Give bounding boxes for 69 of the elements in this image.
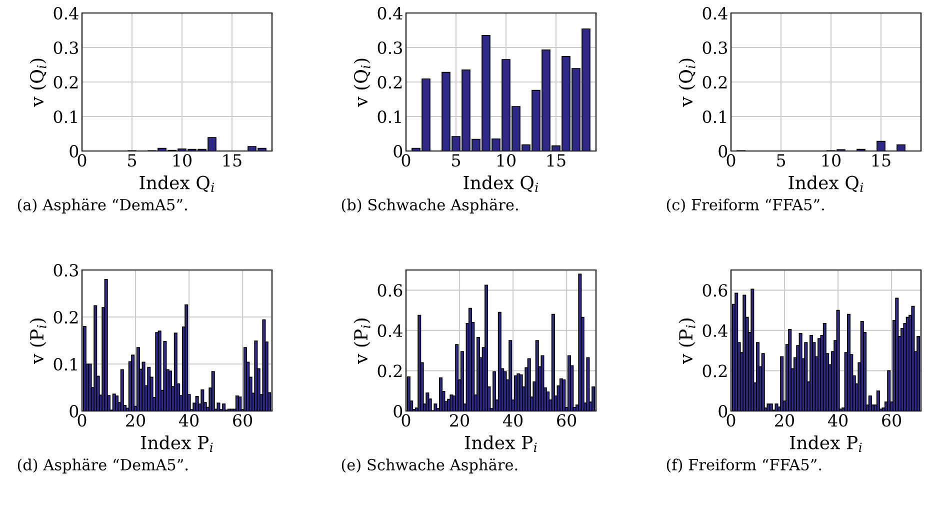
y-axis-title: v (P$_{i}$)	[678, 318, 696, 364]
y-axis-title: v (P$_{i}$)	[354, 318, 370, 364]
y-tick-label: 0.4	[378, 6, 402, 20]
text: (f) Freiform “FFA5”.	[666, 458, 822, 473]
y-tick-label: 0.4	[54, 6, 78, 20]
x-axis-title: Index P$_{i}$	[141, 435, 213, 452]
y-tick-label: 0.4	[378, 324, 402, 337]
x-tick-label: 20	[126, 414, 146, 427]
x-tick-label: 15	[223, 154, 242, 167]
x-axis-title: Index Q$_{i}$	[140, 175, 214, 192]
y-tick-label: 0.3	[702, 41, 727, 54]
x-tick-label: 60	[882, 414, 902, 427]
x-tick-label: 10	[497, 154, 516, 167]
x-axis-title: Index Q$_{i}$	[788, 175, 864, 192]
x-axis-title: Index P$_{i}$	[465, 435, 537, 452]
x-tick-label: 20	[450, 414, 470, 427]
y-tick-label: 0	[70, 144, 78, 158]
x-tick-label: 15	[872, 154, 890, 167]
x-tick-label: 0	[402, 154, 410, 167]
x-tick-label: 60	[557, 414, 576, 427]
text: (d) Asphäre “DemA5”.	[18, 458, 188, 474]
x-tick-label: 40	[502, 414, 523, 427]
y-axis-title: v (Q$_{i}$)	[30, 58, 46, 107]
text: (b) Schwache Asphäre.	[342, 198, 518, 214]
y-tick-label: 0.2	[702, 364, 727, 378]
x-tick-label: 60	[233, 414, 252, 427]
y-tick-label: 0.4	[702, 6, 728, 20]
y-tick-label: 0.2	[702, 76, 727, 89]
y-tick-label: 0.2	[378, 76, 402, 89]
y-tick-label: 0.1	[54, 110, 77, 124]
x-tick-label: 5	[452, 154, 460, 167]
text: (a) Asphäre “DemA5”.	[18, 198, 187, 214]
y-axis-title: v (Q$_{i}$)	[354, 58, 370, 107]
x-tick-label: 5	[128, 154, 136, 167]
y-tick-label: 0.2	[54, 310, 78, 324]
x-axis-title: Index Q$_{i}$	[464, 175, 538, 192]
y-tick-label: 0.3	[54, 264, 78, 277]
x-tick-label: 0	[402, 414, 410, 427]
y-tick-label: 0.4	[702, 324, 728, 337]
x-axis-title: Index P$_{i}$	[790, 435, 862, 452]
y-axis-title: v (Q$_{i}$)	[678, 58, 696, 107]
y-tick-label: 0.3	[54, 41, 78, 54]
y-tick-label: 0.3	[378, 41, 402, 54]
x-tick-label: 5	[777, 154, 786, 167]
y-tick-label: 0	[394, 144, 402, 158]
x-tick-label: 10	[822, 154, 840, 167]
x-tick-label: 0	[726, 414, 736, 427]
x-tick-label: 10	[173, 154, 192, 167]
y-tick-label: 0.1	[702, 110, 726, 124]
x-tick-label: 40	[828, 414, 848, 427]
x-tick-label: 0	[726, 154, 736, 167]
y-axis-title: v (P$_{i}$)	[30, 318, 46, 364]
x-tick-label: 40	[178, 414, 199, 427]
y-tick-label: 0.6	[378, 284, 402, 297]
y-tick-label: 0.6	[702, 284, 728, 297]
text: (c) Freiform “FFA5”.	[666, 198, 824, 213]
y-tick-label: 0.2	[54, 76, 78, 89]
text: (e) Schwache Asphäre.	[342, 458, 518, 474]
y-tick-label: 0.1	[378, 110, 401, 124]
y-tick-label: 0	[718, 404, 728, 418]
y-tick-label: 0	[394, 404, 402, 418]
x-tick-label: 20	[775, 414, 794, 427]
x-tick-label: 0	[78, 154, 86, 167]
y-tick-label: 0	[718, 144, 728, 158]
y-tick-label: 0.2	[378, 364, 402, 378]
x-tick-label: 0	[78, 414, 86, 427]
x-tick-label: 15	[547, 154, 566, 167]
y-tick-label: 0	[70, 404, 78, 418]
y-tick-label: 0.1	[54, 358, 77, 371]
